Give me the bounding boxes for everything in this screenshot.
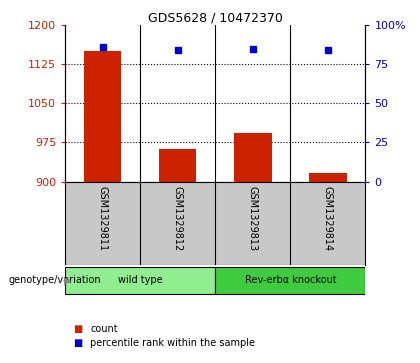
- Text: count: count: [90, 323, 118, 334]
- Bar: [309, 173, 346, 182]
- Bar: [65, 266, 215, 294]
- Bar: [234, 133, 272, 182]
- Text: GSM1329811: GSM1329811: [97, 186, 108, 251]
- Bar: [84, 52, 121, 182]
- Text: percentile rank within the sample: percentile rank within the sample: [90, 338, 255, 348]
- Title: GDS5628 / 10472370: GDS5628 / 10472370: [148, 11, 283, 24]
- Text: ▶: ▶: [64, 276, 71, 285]
- Text: genotype/variation: genotype/variation: [8, 276, 101, 285]
- Bar: [215, 266, 365, 294]
- Text: ■: ■: [74, 338, 83, 348]
- Bar: [159, 149, 197, 182]
- Text: GSM1329813: GSM1329813: [248, 186, 258, 251]
- Text: ■: ■: [74, 323, 83, 334]
- Text: GSM1329814: GSM1329814: [323, 186, 333, 251]
- Text: wild type: wild type: [118, 276, 163, 285]
- Text: GSM1329812: GSM1329812: [173, 186, 183, 251]
- Text: Rev-erbα knockout: Rev-erbα knockout: [244, 276, 336, 285]
